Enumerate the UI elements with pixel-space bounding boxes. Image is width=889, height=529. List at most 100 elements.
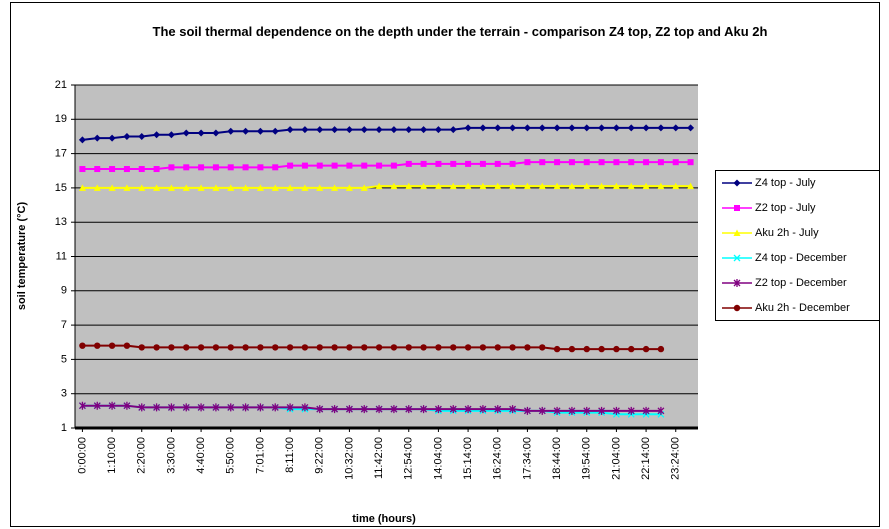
data-point (642, 124, 650, 132)
data-point (108, 184, 116, 191)
data-point (346, 344, 353, 351)
data-point (167, 131, 175, 139)
data-point (197, 403, 205, 412)
data-point (138, 184, 146, 191)
data-point (123, 342, 131, 349)
legend-marker (734, 205, 740, 211)
data-point (627, 124, 635, 132)
data-point (79, 342, 86, 349)
data-point (331, 184, 339, 191)
data-point (257, 164, 264, 171)
data-point (449, 405, 457, 414)
data-point (109, 166, 116, 173)
data-point (613, 159, 620, 166)
data-point (78, 184, 86, 191)
data-point (242, 403, 250, 412)
data-point (271, 184, 279, 191)
data-point (479, 405, 487, 414)
data-point (212, 129, 220, 137)
x-tick-label: 22:14:00 (640, 437, 652, 480)
data-point (346, 162, 353, 169)
data-point (494, 405, 502, 414)
data-point (509, 124, 517, 132)
data-point (642, 182, 650, 190)
data-point (553, 406, 561, 415)
data-point (375, 182, 383, 190)
data-point (613, 345, 620, 353)
data-point (554, 159, 561, 166)
data-point (316, 184, 324, 191)
data-point (612, 124, 620, 132)
legend-label: Z2 top - December (755, 277, 847, 289)
data-point (345, 126, 353, 134)
data-point (643, 159, 650, 166)
data-point (405, 182, 413, 190)
y-tick-label: 15 (55, 182, 67, 194)
data-point (538, 182, 546, 190)
y-tick-label: 11 (56, 250, 67, 262)
data-point (375, 405, 383, 414)
data-point (628, 345, 635, 353)
y-tick-label: 3 (61, 388, 67, 400)
data-point (687, 159, 694, 166)
data-point (257, 344, 264, 351)
x-tick-label: 14:04:00 (432, 437, 444, 480)
legend-label: Z2 top - July (755, 202, 816, 214)
data-point (612, 182, 620, 190)
data-point (568, 124, 576, 132)
data-point (108, 134, 116, 142)
data-point (286, 403, 294, 412)
x-tick-label: 7:01:00 (254, 437, 266, 474)
data-point (434, 126, 442, 134)
data-point (123, 184, 131, 191)
x-tick-label: 10:32:00 (343, 437, 355, 480)
data-point (509, 160, 516, 167)
x-tick-label: 23:24:00 (670, 437, 682, 480)
data-point (568, 182, 576, 190)
data-point (167, 184, 175, 191)
data-point (79, 166, 86, 173)
data-point (182, 129, 190, 137)
data-point (256, 184, 264, 191)
data-point (509, 182, 517, 190)
data-point (539, 344, 546, 351)
data-point (538, 406, 546, 415)
data-point (390, 162, 397, 169)
x-tick-label: 12:54:00 (403, 437, 415, 480)
data-point (212, 344, 220, 351)
data-point (435, 160, 442, 167)
data-point (108, 342, 116, 349)
data-point (553, 124, 561, 132)
data-point (94, 166, 101, 173)
x-axis-title: time (hours) (352, 513, 416, 525)
legend-marker (733, 179, 741, 187)
x-tick-label: 19:54:00 (581, 437, 593, 480)
data-point (93, 184, 101, 191)
legend-label: Aku 2h - December (755, 302, 850, 314)
data-point (183, 344, 190, 351)
data-point (420, 182, 428, 190)
data-point (642, 345, 650, 353)
data-point (464, 124, 472, 132)
data-point (242, 164, 249, 171)
data-point (524, 159, 531, 166)
data-point (316, 162, 323, 169)
x-tick-label: 4:40:00 (195, 437, 207, 474)
data-point (450, 160, 457, 167)
data-point (242, 184, 250, 191)
data-point (197, 344, 205, 351)
data-point (108, 401, 116, 410)
data-point (212, 164, 219, 171)
x-tick-label: 15:14:00 (462, 437, 474, 480)
data-point (494, 124, 502, 132)
data-point (450, 344, 457, 351)
data-point (509, 344, 516, 351)
data-point (553, 345, 561, 353)
x-tick-label: 21:04:00 (610, 437, 622, 480)
data-point (376, 162, 383, 169)
data-point (331, 344, 338, 351)
data-point (242, 344, 249, 351)
data-point (78, 136, 86, 144)
data-point (153, 344, 160, 351)
